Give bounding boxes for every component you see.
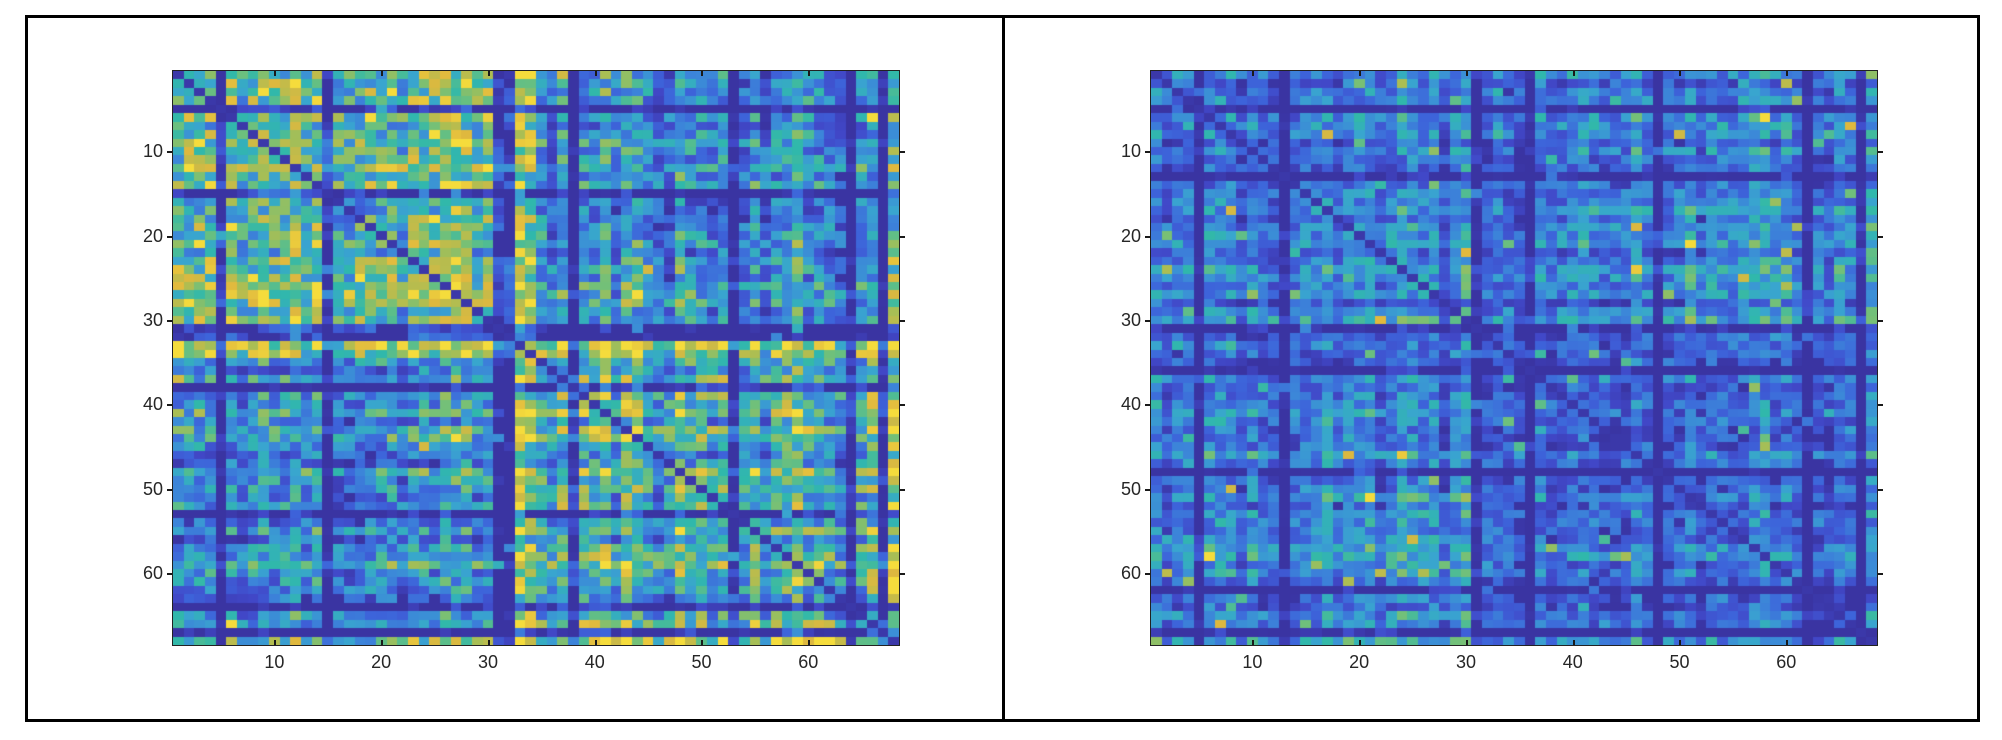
- x-tick-label: 20: [371, 652, 392, 672]
- y-tick-label: 60: [142, 563, 163, 584]
- y-tick-label: 40: [142, 394, 163, 415]
- axis-tick: [900, 320, 905, 322]
- x-tick-label: 40: [1562, 652, 1583, 672]
- axis-tick: [808, 71, 811, 76]
- axis-tick: [1572, 71, 1575, 76]
- axis-tick: [274, 640, 277, 645]
- axis-tick: [381, 640, 384, 645]
- y-tick-label: 10: [142, 141, 163, 162]
- axis-tick: [900, 573, 905, 576]
- column-divider: [1002, 15, 1005, 722]
- axis-tick: [381, 71, 384, 76]
- axis-tick: [1878, 488, 1883, 491]
- y-tick-label: 30: [1120, 310, 1141, 330]
- axis-tick: [1252, 71, 1255, 76]
- axis-tick: [1145, 488, 1150, 491]
- axis-tick: [900, 404, 905, 407]
- y-tick-label: 30: [142, 310, 163, 330]
- axis-tick: [167, 235, 172, 238]
- axis-tick: [594, 71, 597, 76]
- axis-tick: [1145, 151, 1150, 154]
- axis-tick: [808, 640, 811, 645]
- heatmap-canvas-right: [1150, 70, 1878, 646]
- heatmap-panel-right: 10 20 30 40 50 60 10 20 30 40 50 60: [1121, 70, 1883, 671]
- axis-tick: [167, 151, 172, 154]
- axis-tick: [1878, 404, 1883, 407]
- heatmap-panel-left: 10 20 30 40 50 60 10 20 30 40 50 60: [143, 70, 905, 671]
- x-tick-label: 10: [1242, 652, 1263, 672]
- axis-tick: [487, 640, 490, 645]
- y-tick-label: 60: [1120, 563, 1141, 584]
- x-tick-label: 60: [1776, 652, 1797, 672]
- axis-tick: [1679, 640, 1682, 645]
- axis-tick: [1465, 71, 1468, 76]
- axis-tick: [1878, 235, 1883, 238]
- x-tick-label: 20: [1349, 652, 1370, 672]
- x-tick-label: 50: [1669, 652, 1690, 672]
- axis-tick: [1786, 640, 1789, 645]
- axis-tick: [1572, 640, 1575, 645]
- axis-tick: [900, 488, 905, 491]
- x-tick-label: 60: [798, 652, 819, 672]
- axis-tick: [1465, 640, 1468, 645]
- y-tick-label: 20: [142, 225, 163, 246]
- axis-tick: [1878, 151, 1883, 154]
- axis-tick: [1145, 235, 1150, 238]
- axis-tick: [594, 640, 597, 645]
- axis-tick: [1145, 320, 1150, 322]
- axis-tick: [167, 320, 172, 322]
- x-tick-label: 30: [1455, 652, 1476, 672]
- axis-tick: [1878, 320, 1883, 322]
- y-tick-label: 10: [1120, 141, 1141, 162]
- axis-tick: [900, 235, 905, 238]
- axis-tick: [167, 488, 172, 491]
- axis-tick: [1359, 71, 1362, 76]
- y-tick-label: 50: [142, 478, 163, 499]
- y-tick-label: 40: [1120, 394, 1141, 415]
- axis-tick: [701, 640, 704, 645]
- axis-tick: [701, 71, 704, 76]
- heatmap-canvas-left: [172, 70, 900, 646]
- axis-tick: [1252, 640, 1255, 645]
- y-tick-label: 50: [1120, 478, 1141, 499]
- axis-tick: [1359, 640, 1362, 645]
- x-tick-label: 10: [264, 652, 285, 672]
- axis-tick: [167, 404, 172, 407]
- axis-tick: [1878, 573, 1883, 576]
- axis-tick: [1145, 573, 1150, 576]
- axis-tick: [900, 151, 905, 154]
- x-tick-label: 50: [691, 652, 712, 672]
- axis-tick: [167, 573, 172, 576]
- axis-tick: [1145, 404, 1150, 407]
- x-tick-label: 30: [477, 652, 498, 672]
- axis-tick: [1679, 71, 1682, 76]
- x-tick-label: 40: [584, 652, 605, 672]
- axis-tick: [487, 71, 490, 76]
- y-tick-label: 20: [1120, 225, 1141, 246]
- axis-tick: [274, 71, 277, 76]
- axis-tick: [1786, 71, 1789, 76]
